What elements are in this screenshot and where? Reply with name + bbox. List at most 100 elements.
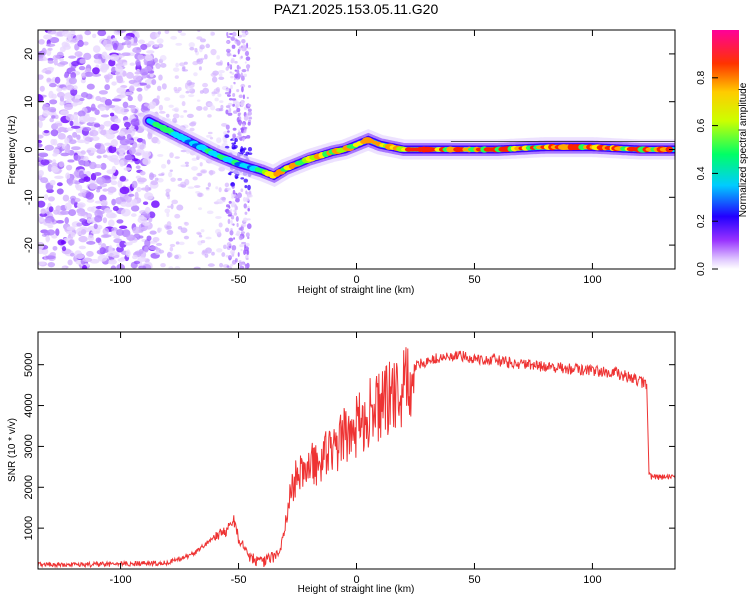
noise-blob: [43, 129, 50, 134]
noise-blob: [63, 237, 71, 242]
noise-blob: [64, 145, 71, 152]
noise-blob: [47, 57, 54, 62]
noise-blob: [239, 265, 245, 269]
noise-blob: [180, 115, 184, 118]
noise-blob: [235, 216, 239, 222]
noise-blob: [130, 213, 137, 217]
noise-blob: [135, 165, 141, 170]
noise-blob: [88, 117, 95, 123]
noise-blob: [78, 160, 86, 166]
noise-blob: [72, 85, 78, 90]
noise-blob: [165, 188, 171, 193]
noise-blob: [234, 60, 238, 64]
noise-blob: [231, 44, 236, 49]
noise-blob: [47, 47, 53, 51]
noise-blob: [215, 215, 222, 219]
noise-blob: [247, 194, 253, 198]
noise-blob: [132, 226, 142, 234]
noise-blob: [229, 229, 234, 236]
noise-blob: [214, 97, 219, 102]
snr-series-line: [38, 347, 675, 569]
noise-blob: [122, 62, 128, 66]
noise-blob: [51, 234, 58, 239]
noise-blob: [49, 117, 55, 123]
noise-blob: [153, 57, 159, 63]
noise-blob: [121, 52, 131, 57]
noise-blob: [144, 184, 150, 193]
noise-blob: [84, 71, 94, 77]
noise-blob: [133, 260, 141, 265]
noise-blob: [243, 115, 249, 121]
noise-blob: [240, 83, 246, 88]
noise-blob: [228, 237, 234, 242]
noise-blob: [243, 249, 246, 256]
noise-blob: [78, 170, 85, 179]
noise-blob: [109, 54, 120, 61]
noise-blob: [49, 179, 56, 186]
noise-blob: [51, 165, 57, 173]
noise-blob: [86, 213, 93, 219]
noise-blob: [241, 86, 244, 93]
noise-blob: [124, 91, 134, 96]
noise-blob: [138, 265, 147, 269]
noise-blob: [85, 93, 93, 100]
snr-panel: -100 -50 0 50 100 1000 2000 3000 4000 5000 Heigh…: [7, 331, 676, 595]
noise-blob: [116, 75, 124, 84]
noise-blob: [226, 94, 231, 97]
noise-blob: [128, 86, 135, 92]
noise-blob: [79, 218, 87, 223]
noise-blob: [84, 30, 92, 36]
noise-blob: [40, 159, 50, 166]
noise-blob: [226, 242, 232, 247]
noise-blob: [110, 139, 118, 148]
noise-blob: [232, 31, 237, 37]
y-tick-label: 2000: [23, 475, 35, 499]
noise-blob: [165, 191, 170, 197]
noise-blob: [134, 191, 139, 200]
noise-blob: [247, 47, 252, 50]
noise-blob: [232, 223, 235, 226]
noise-blob: [95, 237, 102, 243]
noise-blob: [48, 106, 57, 113]
noise-blob: [66, 127, 74, 132]
noise-blob: [38, 156, 45, 160]
noise-blob: [245, 242, 250, 247]
y-tick-label: 3000: [23, 434, 35, 458]
noise-blob: [183, 110, 188, 113]
noise-blob: [208, 170, 216, 175]
noise-blob: [61, 266, 67, 269]
noise-blob: [238, 235, 244, 241]
noise-blob: [246, 223, 252, 230]
x-tick-label: 0: [353, 274, 359, 286]
noise-blob: [83, 41, 89, 46]
noise-blob: [47, 262, 56, 268]
noise-blob: [219, 100, 224, 103]
noise-blob: [88, 161, 97, 170]
noise-blob: [168, 104, 174, 108]
noise-blob: [119, 159, 125, 167]
noise-blob: [125, 249, 131, 258]
noise-blob: [94, 144, 101, 149]
noise-blob: [169, 243, 176, 248]
noise-blob: [45, 255, 56, 260]
noise-blob: [146, 84, 151, 89]
noise-blob: [231, 72, 235, 75]
noise-blob: [130, 105, 135, 114]
noise-blob: [197, 30, 201, 33]
noise-blob: [157, 154, 164, 157]
noise-blob: [94, 200, 103, 204]
noise-blob: [64, 137, 70, 145]
noise-blob: [228, 206, 231, 209]
noise-blob: [237, 252, 240, 257]
noise-blob: [112, 37, 117, 42]
noise-blob: [116, 246, 124, 253]
noise-blob: [230, 249, 236, 255]
noise-blob: [118, 152, 125, 160]
noise-blob: [126, 133, 132, 141]
noise-blob: [158, 249, 165, 254]
noise-blob: [38, 57, 44, 61]
noise-blob: [134, 71, 141, 75]
noise-blob: [164, 208, 171, 214]
noise-blob: [191, 157, 198, 161]
